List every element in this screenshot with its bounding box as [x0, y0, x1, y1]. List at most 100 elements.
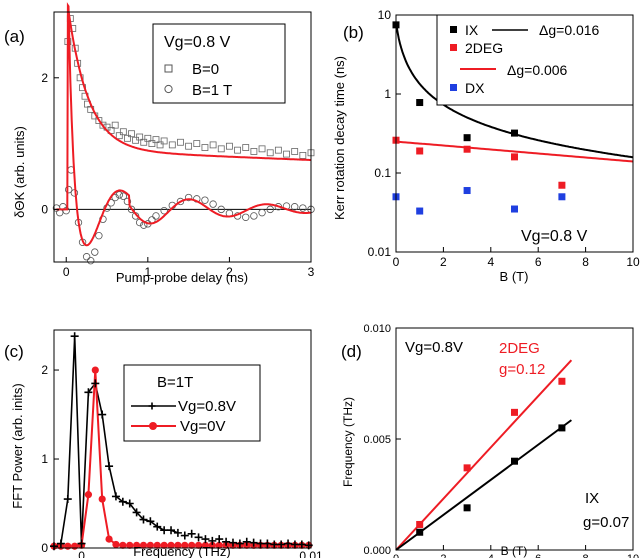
- data-point-vg0: [98, 495, 106, 503]
- data-point-vg08: [222, 537, 231, 546]
- panel-a-legend-series-1: B=1 T: [192, 82, 232, 99]
- data-point-b1t: [95, 231, 103, 240]
- data-point-b0: [152, 136, 160, 144]
- data-point-b1t: [201, 196, 209, 204]
- legend-2deg-marker: [450, 44, 457, 51]
- panel-a-label: (a): [4, 27, 25, 46]
- data-point-2deg: [416, 520, 424, 528]
- data-point-2deg: [416, 147, 424, 155]
- data-point-vg08: [201, 535, 210, 544]
- x-tick-label: 2: [440, 255, 447, 269]
- x-tick-label: 0: [78, 549, 85, 558]
- data-point-vg08: [228, 538, 237, 547]
- fit-curve-b0: [67, 11, 311, 161]
- panel-b-legend-ix: IX: [465, 22, 479, 38]
- data-point-vg08: [215, 535, 224, 544]
- data-point-vg0: [71, 542, 79, 550]
- panel-c: (c) FFT Power (arb. inits) 0 0.01 0 1 2 Freq…: [4, 329, 323, 558]
- data-point-b0: [258, 145, 266, 153]
- data-point-b1t: [87, 256, 95, 265]
- data-point-b0: [226, 142, 233, 150]
- data-point-vg0: [194, 541, 203, 549]
- panel-b: (b) Kerr rotation decay time (ns) 0 2 4 6 8 1…: [332, 8, 640, 284]
- legend-square-marker: [164, 64, 173, 73]
- data-point-b0: [168, 141, 176, 149]
- x-tick-label: 10: [626, 255, 640, 269]
- panel-c-label: (c): [4, 342, 24, 361]
- data-point-b1t: [176, 197, 185, 206]
- data-point-b0: [115, 132, 123, 140]
- x-tick-label: 6: [535, 255, 542, 269]
- data-point-b1t: [160, 206, 168, 215]
- data-point-b0: [156, 141, 164, 149]
- y-tick-label: 0: [41, 541, 48, 555]
- y-tick-label: 1: [41, 452, 48, 466]
- data-point-vg0: [146, 541, 154, 549]
- data-point-vg08: [70, 332, 79, 341]
- data-point-vg0: [160, 541, 168, 549]
- x-tick-label: 0.01: [299, 549, 323, 558]
- panel-b-legend-fit-2deg: Δg=0.006: [507, 62, 568, 78]
- data-point-b1t: [62, 206, 70, 215]
- data-point-b1t: [209, 200, 217, 208]
- data-point-dx: [511, 205, 518, 213]
- data-point-vg0: [215, 541, 223, 549]
- data-point-b0: [193, 140, 201, 147]
- data-point-vg08: [290, 540, 299, 549]
- data-point-vg08: [194, 533, 203, 542]
- x-tick-label: 8: [582, 255, 589, 269]
- data-point-vg0: [139, 541, 148, 549]
- data-point-b1t: [111, 193, 119, 202]
- data-point-b0: [250, 148, 258, 155]
- data-point-vg08: [125, 499, 134, 508]
- panel-d-xlabel: B (T): [501, 544, 528, 558]
- panel-c-ylabel: FFT Power (arb. inits): [10, 383, 25, 508]
- data-point-ix: [558, 424, 566, 432]
- panel-d-2deg-g: g=0.12: [499, 361, 545, 378]
- panel-c-legend-series-1: Vg=0V: [180, 418, 225, 435]
- data-point-b0: [148, 140, 156, 147]
- x-tick-label: 0: [393, 553, 399, 558]
- x-tick-label: 4: [488, 553, 494, 558]
- panel-c-legend: [123, 364, 261, 442]
- data-point-b1t: [91, 248, 99, 256]
- panel-b-xlabel: B (T): [500, 269, 529, 284]
- data-point-2deg: [511, 153, 518, 161]
- data-point-vg0: [167, 541, 175, 549]
- x-tick-label: 0: [393, 255, 400, 269]
- data-point-vg08: [180, 531, 189, 540]
- data-point-b0: [124, 134, 131, 142]
- data-point-vg0: [201, 541, 210, 549]
- data-point-b1t: [217, 205, 225, 214]
- data-point-b0: [119, 128, 127, 136]
- data-point-dx: [558, 193, 566, 201]
- data-point-b0: [209, 141, 217, 149]
- data-point-vg0: [174, 541, 182, 549]
- panel-b-label: (b): [343, 23, 364, 42]
- x-tick-label: 0: [63, 265, 70, 279]
- data-point-b1t: [82, 253, 91, 261]
- panel-c-legend-series-0: Vg=0.8V: [178, 398, 236, 415]
- data-point-vg0: [188, 541, 196, 549]
- data-point-b0: [144, 134, 152, 142]
- data-point-vg08: [63, 495, 72, 504]
- data-point-vg08: [105, 462, 114, 471]
- data-point-b0: [299, 152, 307, 159]
- fit-curve-b1t: [56, 2, 312, 247]
- data-point-b1t: [266, 205, 274, 214]
- data-point-vg08: [146, 517, 155, 526]
- panel-a-xlabel: Pump-probe delay (ns): [116, 270, 248, 285]
- data-point-b1t: [119, 192, 128, 200]
- panel-a-annotation: Vg=0.8 V: [164, 34, 231, 51]
- data-point-vg08: [91, 379, 100, 388]
- data-point-b0: [177, 138, 184, 146]
- data-point-ix: [511, 129, 518, 137]
- data-point-vg08: [277, 540, 286, 549]
- data-point-2deg: [463, 464, 471, 472]
- panel-b-legend-fit-ix: Δg=0.016: [539, 22, 600, 38]
- data-point-vg08: [249, 538, 258, 547]
- data-point-b1t: [123, 197, 132, 206]
- panel-b-annotation: Vg=0.8 V: [521, 228, 588, 245]
- data-point-2deg: [463, 145, 471, 153]
